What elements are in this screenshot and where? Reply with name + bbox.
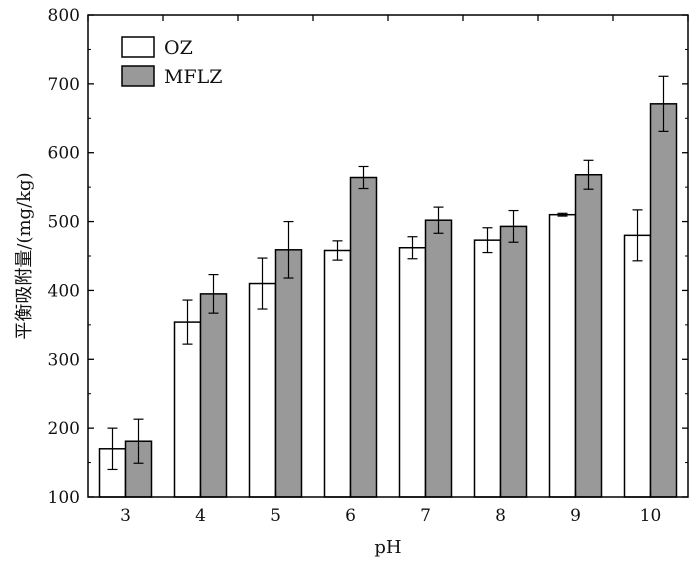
bar-oz-4: [173, 321, 202, 498]
error-bar-oz-7: [407, 236, 418, 260]
bar-oz-7: [398, 246, 427, 498]
error-bar-oz-3: [107, 427, 118, 471]
legend-swatch-mflz: [121, 65, 155, 87]
y-tick-label: 400: [48, 281, 80, 301]
x-tick-label: 9: [570, 506, 581, 526]
error-bar-oz-4: [182, 299, 193, 345]
bar-mflz-9: [574, 173, 603, 498]
error-bar-mflz-7: [433, 206, 444, 234]
y-axis: 100 200 300 400 500 600 700 800: [48, 6, 688, 508]
y-tick-label: 600: [48, 144, 80, 164]
legend-label-mflz: MFLZ: [164, 66, 222, 88]
bar-mflz-7: [424, 219, 453, 498]
bar-mflz-5: [274, 249, 303, 498]
y-tick-label: 300: [48, 350, 80, 370]
error-bar-mflz-10: [658, 75, 669, 132]
x-tick-label: 7: [420, 506, 431, 526]
x-tick-label: 10: [640, 506, 662, 526]
x-axis-title: pH: [374, 537, 401, 558]
legend-swatch-oz: [121, 36, 155, 58]
error-bar-oz-6: [332, 240, 343, 261]
y-tick-label: 800: [48, 6, 80, 26]
error-bar-mflz-4: [208, 273, 219, 314]
x-tick-label: 8: [495, 506, 506, 526]
bar-oz-8: [473, 239, 502, 498]
bar-mflz-4: [199, 293, 228, 498]
bar-oz-5: [248, 282, 277, 498]
y-axis-title: 平衡吸附量/(mg/kg): [14, 172, 35, 339]
bar-oz-10: [623, 234, 652, 498]
y-tick-label: 500: [48, 213, 80, 233]
bar-mflz-6: [349, 176, 378, 498]
error-bar-oz-5: [257, 257, 268, 310]
bar-oz-6: [323, 249, 352, 498]
x-tick-label: 6: [345, 506, 356, 526]
error-bar-oz-9: [557, 212, 568, 217]
error-bars-layer: [107, 75, 669, 471]
bar-oz-9: [548, 213, 577, 498]
error-bar-oz-10: [632, 209, 643, 262]
x-tick-label: 3: [120, 506, 131, 526]
bar-mflz-10: [649, 103, 678, 498]
x-tick-label: 4: [195, 506, 206, 526]
x-tick-label: 5: [270, 506, 281, 526]
error-bar-mflz-9: [583, 159, 594, 190]
y-tick-label: 100: [48, 488, 80, 508]
error-bar-mflz-6: [358, 165, 369, 190]
error-bar-mflz-3: [133, 418, 144, 464]
bar-mflz-8: [499, 225, 528, 498]
error-bar-mflz-5: [283, 220, 294, 279]
x-axis: 3 4 5 6 7 8 9 10: [87, 15, 689, 526]
y-tick-label: 700: [48, 75, 80, 95]
y-tick-label: 200: [48, 419, 80, 439]
error-bar-oz-8: [482, 227, 493, 254]
legend: OZ MFLZ: [121, 36, 222, 88]
bars-layer: [98, 103, 678, 498]
legend-label-oz: OZ: [164, 37, 193, 59]
error-bar-mflz-8: [508, 209, 519, 243]
